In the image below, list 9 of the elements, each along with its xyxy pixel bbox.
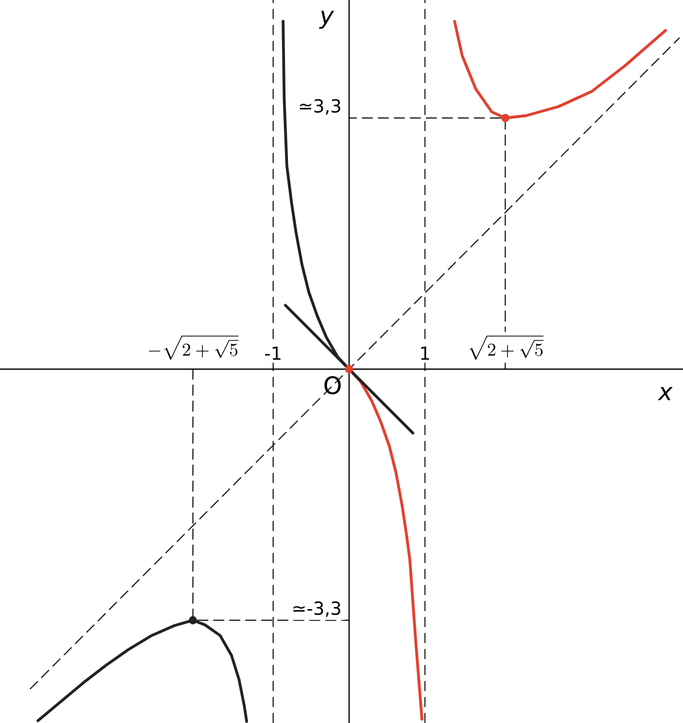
x-axis-title: x (658, 387, 673, 400)
y-axis-title: y (319, 10, 334, 29)
annotation: O (324, 376, 341, 394)
y-tick-label: ≃-3,3 (293, 601, 340, 617)
x-tick-label: $-\sqrt{2+\sqrt{5}}$ (148, 336, 238, 360)
x-tick-label: $\sqrt{2+\sqrt{5}}$ (469, 336, 544, 360)
y-tick-label: ≃3,3 (300, 99, 340, 115)
x-tick-label: -1 (265, 346, 281, 360)
x-tick-label: 1 (421, 346, 430, 360)
